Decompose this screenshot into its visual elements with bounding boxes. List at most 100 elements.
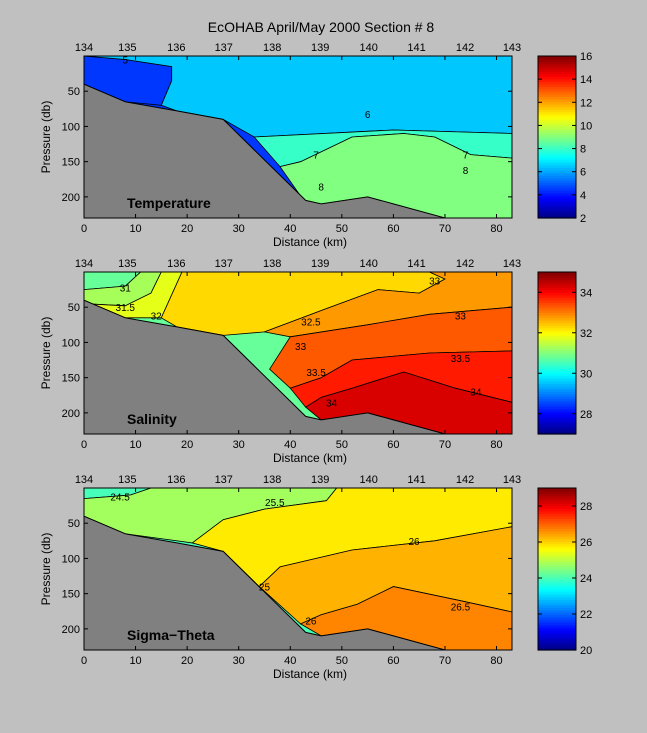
colorbar-tick-label: 8 — [580, 144, 586, 156]
colorbar-cell — [538, 279, 576, 283]
plot-area: 31 31.5 32 32.5 33 33 33.5 33.5 34 34 33 — [84, 272, 512, 434]
colorbar-cell — [538, 368, 576, 372]
station-tick-label: 140 — [359, 42, 377, 54]
colorbar-cell — [538, 541, 576, 545]
colorbar-cell — [538, 327, 576, 331]
colorbar-tick-label: 30 — [580, 368, 592, 380]
colorbar-cell — [538, 332, 576, 336]
station-tick-label: 138 — [263, 258, 281, 270]
colorbar-cell — [538, 320, 576, 324]
colorbar-cell — [538, 200, 576, 204]
colorbar-cell — [538, 58, 576, 62]
station-tick-label: 137 — [215, 474, 233, 486]
station-tick-label: 136 — [167, 474, 185, 486]
colorbar-cell — [538, 309, 576, 314]
x-tick-label: 50 — [336, 439, 348, 451]
colorbar-cell — [538, 612, 576, 616]
y-tick-label: 150 — [62, 157, 80, 169]
x-tick-label: 30 — [233, 439, 245, 451]
colorbar-cell — [538, 423, 576, 428]
x-tick-label: 50 — [336, 223, 348, 235]
contour-label: 25 — [259, 583, 271, 594]
colorbar-cell — [538, 177, 576, 181]
colorbar-cell — [538, 169, 576, 174]
colorbar-cell — [538, 292, 576, 296]
contour-label: 8 — [318, 182, 324, 193]
colorbar-cell — [538, 563, 576, 568]
colorbar-cell — [538, 380, 576, 384]
panel-1: 31 31.5 32 32.5 33 33 33.5 33.5 34 34 33 Salinity 0 1… — [39, 258, 592, 465]
y-axis-label: Pressure (db) — [39, 101, 53, 174]
colorbar-cell — [538, 515, 576, 519]
colorbar-cell — [538, 591, 576, 595]
colorbar-cell — [538, 315, 576, 319]
contour-label: 34 — [326, 398, 338, 409]
colorbar-frame — [537, 487, 577, 651]
colorbar-cell — [538, 71, 576, 75]
colorbar-cell — [538, 647, 576, 651]
contour-label: 5 — [122, 56, 128, 67]
colorbar-cell — [538, 358, 576, 362]
contour-label: 26 — [408, 537, 420, 548]
colorbar-cell — [538, 644, 576, 649]
colorbar-cell — [538, 347, 576, 352]
colorbar-cell — [538, 212, 576, 217]
colorbar-cell — [538, 406, 576, 410]
colorbar-cell — [538, 66, 576, 70]
colorbar-cell — [538, 317, 576, 321]
contour-label: 26 — [305, 616, 317, 627]
station-tick-label: 134 — [75, 474, 93, 486]
contour-label: 33.5 — [451, 354, 471, 365]
contour-label: 33 — [429, 276, 441, 287]
colorbar-cell — [538, 637, 576, 641]
colorbar-cell — [538, 627, 576, 631]
colorbar-cell — [538, 426, 576, 430]
colorbar-cell — [538, 629, 576, 633]
station-tick-label: 142 — [456, 258, 474, 270]
colorbar-cell — [538, 205, 576, 209]
colorbar-cell — [538, 431, 576, 435]
contour-label: 25.5 — [265, 498, 285, 509]
y-tick-label: 50 — [68, 302, 80, 314]
colorbar-cell — [538, 101, 576, 105]
x-tick-label: 50 — [336, 655, 348, 667]
x-tick-label: 70 — [439, 439, 451, 451]
contour-label: 33.5 — [306, 368, 326, 379]
colorbar-cell — [538, 192, 576, 196]
colorbar-cell — [538, 63, 576, 67]
colorbar-cell — [538, 312, 576, 316]
station-tick-label: 135 — [118, 258, 136, 270]
colorbar-cell — [538, 624, 576, 628]
colorbar-cell — [538, 129, 576, 133]
colorbar-cell — [538, 548, 576, 552]
colorbar-cell — [538, 513, 576, 517]
colorbar-cell — [538, 325, 576, 329]
colorbar-cell — [538, 375, 576, 379]
colorbar-cell — [538, 596, 576, 600]
plot-frame — [83, 55, 513, 219]
station-tick-label: 134 — [75, 42, 93, 54]
colorbar-cell — [538, 197, 576, 201]
colorbar-tick-label: 20 — [580, 645, 592, 657]
colorbar-cell — [538, 114, 576, 118]
y-tick-label: 50 — [68, 86, 80, 98]
x-tick-label: 10 — [129, 439, 141, 451]
colorbar-cell — [538, 187, 576, 191]
colorbar-tick-label: 4 — [580, 190, 586, 202]
station-tick-label: 138 — [263, 42, 281, 54]
colorbar-cell — [538, 561, 576, 565]
contour-region-3 — [279, 133, 512, 218]
colorbar-cell — [538, 277, 576, 281]
colorbar-cell — [538, 144, 576, 148]
station-tick-label: 143 — [503, 258, 521, 270]
colorbar-cell — [538, 503, 576, 507]
colorbar-cell — [538, 172, 576, 176]
colorbar-cell — [538, 373, 576, 377]
y-tick-label: 100 — [62, 337, 80, 349]
x-tick-label: 30 — [233, 223, 245, 235]
x-tick-label: 10 — [129, 655, 141, 667]
x-tick-label: 80 — [490, 655, 502, 667]
panel-label: Sigma−Theta — [127, 627, 215, 643]
x-tick-label: 60 — [387, 655, 399, 667]
